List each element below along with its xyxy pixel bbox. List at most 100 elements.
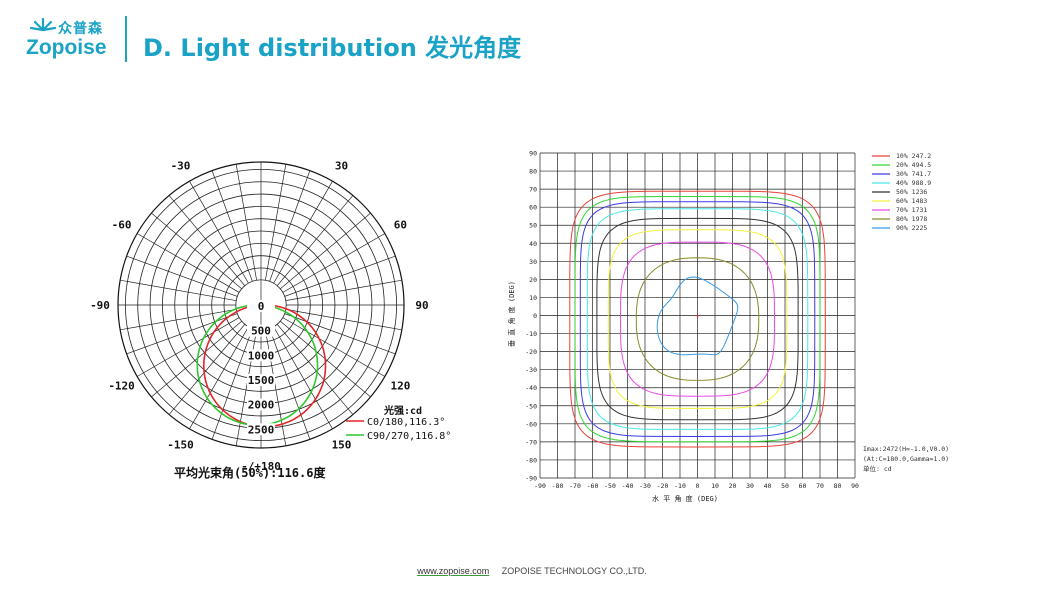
footer: www.zopoise.com ZOPOISE TECHNOLOGY CO.,L…: [0, 566, 1064, 576]
x-tick-label: -30: [639, 482, 651, 490]
polar-angle-label: -90: [90, 299, 110, 312]
x-tick-label: 50: [781, 482, 789, 490]
y-tick-label: 40: [529, 240, 537, 248]
polar-labels: -/+180 150 -150 120 -120 90 -90 60 -60 30 -30 0 500 1…: [90, 160, 429, 473]
website-link[interactable]: www.zopoise.com: [417, 566, 490, 576]
y-tick-label: -50: [525, 402, 537, 410]
legend-label: C90/270,116.8°: [367, 431, 451, 442]
x-tick-label: 20: [729, 482, 737, 490]
iso-contour: [579, 201, 816, 438]
iso-contour: [619, 241, 776, 397]
company-name: ZOPOISE TECHNOLOGY CO.,LTD.: [501, 566, 647, 576]
iso-info-line: (At:C=180.0,Gamma=1.0): [863, 455, 949, 463]
header: 众普森 Zopoise D. Light distribution 发光角度: [0, 0, 1064, 80]
x-tick-label: 80: [834, 482, 842, 490]
iso-legend-label: 50% 1236: [896, 188, 927, 196]
y-tick-label: -20: [525, 348, 537, 356]
x-tick-label: 10: [711, 482, 719, 490]
iso-info-line: Imax:2472(H=-1.0,V0.0): [863, 445, 949, 453]
polar-angle-label: -150: [167, 438, 194, 451]
iso-legend-label: 40% 988.9: [896, 179, 931, 187]
y-tick-label: -70: [525, 438, 537, 446]
polar-grid: [117, 161, 405, 449]
polar-angle-label: 30: [335, 160, 348, 173]
iso-info: Imax:2472(H=-1.0,V0.0) (At:C=180.0,Gamma=…: [863, 445, 949, 473]
iso-legend: 10% 247.220% 494.530% 741.740% 988.950% …: [872, 152, 931, 232]
legend-label: C0/180,116.3°: [367, 417, 445, 428]
zopoise-logo[interactable]: 众普森 Zopoise: [24, 14, 124, 62]
radial-tick-bg: [247, 398, 275, 411]
iso-contour: [569, 190, 826, 448]
polar-chart-svg: -/+180 150 -150 120 -120 90 -90 60 -60 30 -30 0 500 1…: [90, 160, 451, 480]
x-tick-label: -20: [657, 482, 669, 490]
y-tick-label: 30: [529, 258, 537, 266]
y-tick-label: 80: [529, 168, 537, 176]
iso-ticks: -90 -80 -70 -60 -50 -40 -30 -20 -10 0 10 20 30 40 50 60…: [525, 150, 859, 491]
starburst-logo-icon: [29, 17, 57, 32]
iso-legend-label: 70% 1731: [896, 206, 927, 214]
radial-tick-bg: [247, 300, 275, 312]
x-tick-label: 70: [816, 482, 824, 490]
x-tick-label: 60: [799, 482, 807, 490]
polar-angle-label: 150: [332, 438, 352, 451]
polar-angle-label: -30: [171, 160, 191, 173]
isocandela-chart-svg: + -90 -80 -70 -60 -50 -40 -30 -20 -10 0 10 20 30 40 50…: [507, 150, 949, 504]
iso-contour: [635, 257, 760, 381]
y-tick-label: -40: [525, 384, 537, 392]
y-tick-label: -60: [525, 420, 537, 428]
iso-legend-label: 30% 741.7: [896, 170, 931, 178]
polar-angle-label: 90: [415, 299, 428, 312]
y-tick-label: -10: [525, 330, 537, 338]
x-tick-label: 0: [696, 482, 700, 490]
x-axis-label: 水 平 角 度 (DEG): [652, 494, 718, 503]
y-tick-label: 60: [529, 204, 537, 212]
polar-angle-label: -120: [108, 380, 135, 393]
iso-grid: [539, 152, 856, 479]
iso-contours: +: [569, 190, 826, 448]
iso-legend-label: 90% 2225: [896, 224, 927, 232]
y-tick-label: 10: [529, 294, 537, 302]
polar-light-distribution-chart: -/+180 150 -150 120 -120 90 -90 60 -60 30 -30 0 500 1…: [88, 140, 473, 485]
x-tick-label: -70: [569, 482, 581, 490]
radial-tick-label: 500: [251, 325, 271, 338]
y-axis-label: 垂 直 角 度 (DEG): [507, 281, 516, 347]
logo-chinese-text: 众普森: [58, 21, 103, 37]
polar-angle-label: -/+180: [241, 460, 281, 473]
iso-legend-label: 20% 494.5: [896, 161, 931, 169]
x-tick-label: 40: [764, 482, 772, 490]
iso-contour: [586, 208, 809, 430]
radial-tick-bg: [247, 373, 275, 386]
radial-tick-bg: [247, 324, 275, 337]
iso-contour: [656, 276, 739, 356]
polar-legend: C0/180,116.3° C90/270,116.8°: [346, 417, 451, 442]
polar-angle-label: 60: [394, 219, 407, 232]
iso-legend-label: 80% 1978: [896, 215, 927, 223]
iso-info-line: 单位: cd: [863, 464, 892, 473]
y-tick-label: 20: [529, 276, 537, 284]
y-tick-label: 70: [529, 186, 537, 194]
polar-angle-label: -60: [112, 219, 132, 232]
x-tick-label: -40: [622, 482, 634, 490]
y-tick-label: 50: [529, 222, 537, 230]
x-tick-label: -50: [604, 482, 616, 490]
peak-marker: +: [695, 312, 700, 321]
iso-contour: [607, 229, 788, 409]
isocandela-chart: + -90 -80 -70 -60 -50 -40 -30 -20 -10 0 10 20 30 40 50…: [500, 140, 995, 510]
logo-english-text: Zopoise: [26, 36, 107, 59]
polar-angle-label: 120: [390, 380, 410, 393]
radial-tick-label: 1500: [248, 374, 275, 387]
x-tick-label: -80: [552, 482, 564, 490]
y-tick-label: -90: [525, 475, 537, 483]
x-tick-label: -60: [587, 482, 599, 490]
y-tick-label: 0: [533, 312, 537, 320]
x-tick-label: -10: [674, 482, 686, 490]
iso-legend-label: 10% 247.2: [896, 152, 931, 160]
radial-tick-label: 0: [258, 300, 265, 313]
header-divider: [125, 16, 127, 62]
iso-legend-label: 60% 1483: [896, 197, 927, 205]
radial-tick-bg: [247, 423, 275, 436]
radial-tick-label: 2000: [248, 399, 275, 412]
iso-contour: [574, 195, 821, 443]
page-title: D. Light distribution 发光角度: [143, 34, 522, 62]
radial-tick-label: 1000: [248, 349, 275, 362]
